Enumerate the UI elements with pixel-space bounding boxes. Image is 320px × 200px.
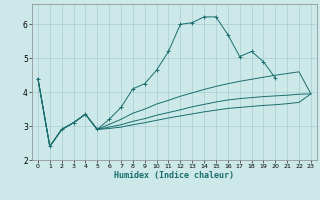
X-axis label: Humidex (Indice chaleur): Humidex (Indice chaleur) (115, 171, 234, 180)
